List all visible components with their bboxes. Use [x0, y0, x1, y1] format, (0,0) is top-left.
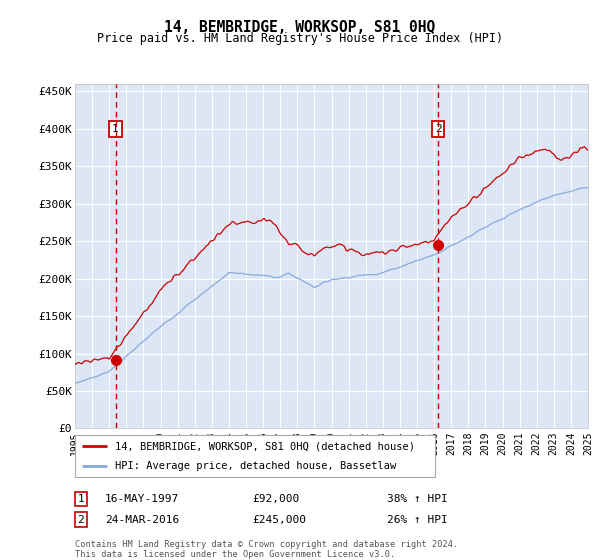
Text: 14, BEMBRIDGE, WORKSOP, S81 0HQ: 14, BEMBRIDGE, WORKSOP, S81 0HQ [164, 20, 436, 35]
Text: 1: 1 [112, 124, 119, 134]
Text: 38% ↑ HPI: 38% ↑ HPI [387, 494, 448, 504]
Text: 24-MAR-2016: 24-MAR-2016 [105, 515, 179, 525]
Text: 26% ↑ HPI: 26% ↑ HPI [387, 515, 448, 525]
Text: £92,000: £92,000 [252, 494, 299, 504]
Text: 2: 2 [434, 124, 442, 134]
Text: 14, BEMBRIDGE, WORKSOP, S81 0HQ (detached house): 14, BEMBRIDGE, WORKSOP, S81 0HQ (detache… [115, 441, 415, 451]
Text: Contains HM Land Registry data © Crown copyright and database right 2024.
This d: Contains HM Land Registry data © Crown c… [75, 540, 458, 559]
Text: 2: 2 [77, 515, 85, 525]
Text: HPI: Average price, detached house, Bassetlaw: HPI: Average price, detached house, Bass… [115, 461, 396, 470]
Text: Price paid vs. HM Land Registry's House Price Index (HPI): Price paid vs. HM Land Registry's House … [97, 32, 503, 45]
Text: £245,000: £245,000 [252, 515, 306, 525]
Text: 1: 1 [77, 494, 85, 504]
Text: 16-MAY-1997: 16-MAY-1997 [105, 494, 179, 504]
